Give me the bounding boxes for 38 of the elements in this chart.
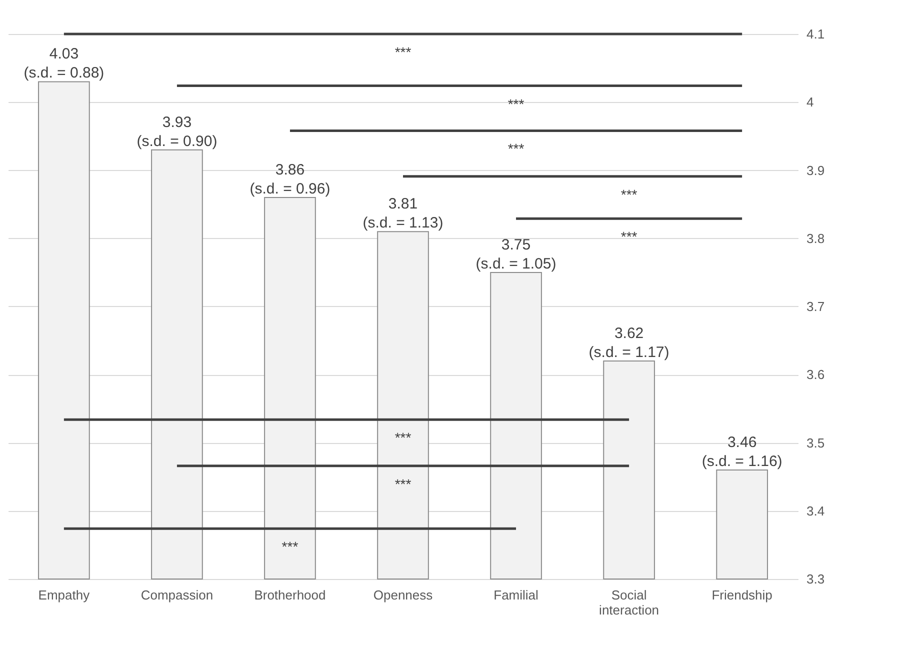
x-tick-label: Social interaction (599, 588, 660, 618)
y-tick-label: 3.5 (806, 435, 825, 450)
y-tick-label: 3.4 (806, 503, 825, 518)
data-label: 3.62 (614, 325, 644, 342)
y-tick-label: 4.1 (806, 26, 825, 42)
data-label: 3.75 (501, 236, 531, 254)
annotation: (s.d. = 0.90) (136, 132, 218, 150)
annotation: *** (394, 430, 412, 446)
y-tick-label: 4 (806, 94, 814, 110)
y-tick-label: 3.3 (806, 572, 825, 586)
annotation: *** (508, 140, 525, 157)
y-tick-label: 3.6 (806, 367, 825, 382)
annotation: (s.d. = 0.96) (250, 180, 330, 198)
annotation: (s.d. = 0.88) (24, 64, 104, 82)
x-tick-label: Familial (494, 588, 539, 602)
data-label: 3.46 (727, 434, 757, 451)
x-tick-label: Friendship (712, 588, 772, 602)
data-label: 3.93 (162, 114, 192, 131)
annotation: *** (620, 186, 638, 202)
y-tick-label: 3.8 (806, 230, 825, 246)
annotation: (s.d. = 1.13) (362, 214, 444, 232)
x-tick-label: Openness (373, 588, 434, 602)
annotation: *** (394, 44, 412, 60)
annotation: *** (508, 96, 525, 112)
y-tick-label: 3.9 (806, 162, 825, 178)
annotation: *** (282, 538, 299, 555)
y-tick-label: 3.7 (806, 299, 825, 314)
data-label: 3.81 (388, 196, 418, 213)
x-tick-label: Brotherhood (254, 588, 326, 602)
x-tick-label: Compassion (140, 588, 214, 602)
annotation: (s.d. = 1.05) (476, 255, 556, 272)
data-label: 4.03 (49, 46, 79, 63)
annotation: (s.d. = 1.17) (588, 344, 670, 361)
annotation: *** (394, 476, 412, 492)
data-label: 3.86 (275, 162, 305, 178)
annotation: *** (620, 228, 638, 245)
annotation: (s.d. = 1.16) (702, 453, 782, 470)
x-tick-label: Empathy (38, 588, 90, 602)
